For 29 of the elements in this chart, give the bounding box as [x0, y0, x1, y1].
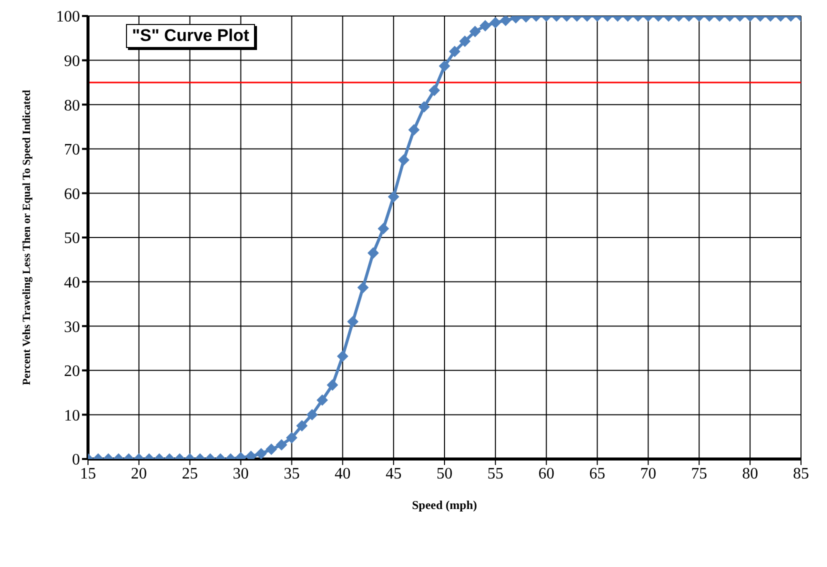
x-tick-label: 60 — [538, 465, 554, 482]
y-tick-label: 30 — [64, 318, 80, 336]
x-tick-label: 80 — [742, 465, 758, 482]
text: "S" Curve Plot — [126, 24, 256, 48]
y-tick-label: 90 — [64, 52, 80, 70]
x-tick-label: 75 — [691, 465, 708, 482]
x-tick-label: 65 — [589, 465, 606, 482]
x-tick-label: 25 — [182, 465, 198, 482]
x-tick-label: 50 — [436, 465, 452, 482]
y-tick-label: 20 — [64, 363, 80, 380]
x-tick-label: 55 — [487, 465, 504, 482]
y-tick-label: 40 — [64, 274, 80, 292]
x-tick-label: 40 — [334, 465, 351, 482]
y-axis-title: Percent Vehs Traveling Less Then or Equal To Speed Indicated — [20, 90, 33, 386]
y-tick-label: 50 — [64, 230, 80, 248]
x-tick-label: 35 — [284, 465, 300, 482]
x-tick-label: 70 — [640, 465, 656, 482]
y-tick-label: 60 — [64, 186, 80, 203]
x-tick-label: 20 — [130, 465, 147, 482]
x-tick-label: 45 — [386, 465, 402, 482]
y-tick-label: 0 — [72, 452, 80, 469]
y-tick-label: 10 — [64, 407, 80, 424]
x-axis-title: Speed (mph) — [412, 498, 478, 512]
y-tick-label: 80 — [64, 97, 80, 114]
x-tick-label: 85 — [793, 465, 809, 482]
y-tick-label: 70 — [64, 142, 80, 159]
y-tick-label: 100 — [56, 8, 80, 26]
x-tick-label: 30 — [232, 465, 249, 482]
x-tick-label: 15 — [80, 465, 96, 482]
